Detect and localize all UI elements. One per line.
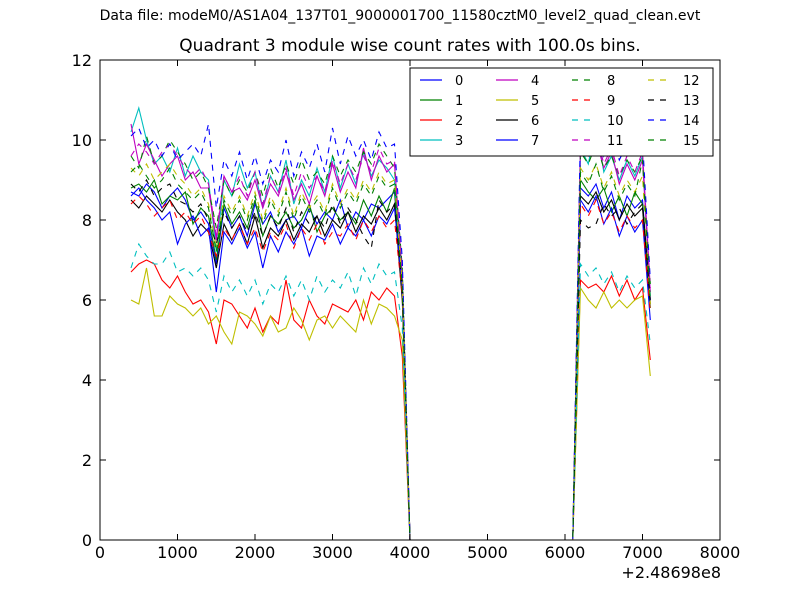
- series-line-2: [130, 259, 651, 541]
- y-tick-label: 8: [82, 211, 92, 230]
- legend-label-0: 0: [455, 74, 463, 89]
- legend-box: [409, 67, 714, 157]
- figure-suptitle: Data file: modeM0/AS1A04_137T01_90000017…: [99, 8, 701, 24]
- y-tick-label: 0: [82, 531, 92, 550]
- series-layer: [130, 105, 651, 541]
- series-line-0: [130, 182, 651, 541]
- series-line-9: [130, 195, 651, 541]
- chart-title: Quadrant 3 module wise count rates with …: [179, 36, 641, 56]
- x-tick-label: 6000: [545, 543, 586, 562]
- legend-label-6: 6: [531, 114, 539, 129]
- x-tick-label: 1000: [157, 543, 198, 562]
- legend-label-11: 11: [607, 134, 624, 149]
- series-line-7: [130, 187, 651, 541]
- series-line-1: [130, 178, 651, 541]
- legend-label-4: 4: [531, 74, 539, 89]
- legend-label-13: 13: [683, 94, 700, 109]
- x-tick-label: 2000: [235, 543, 276, 562]
- series-line-8: [130, 133, 651, 541]
- legend-label-12: 12: [683, 74, 700, 89]
- series-line-3: [130, 105, 651, 541]
- x-tick-label: 7000: [622, 543, 663, 562]
- legend-label-14: 14: [683, 114, 700, 129]
- x-offset-label: +2.48698e8: [621, 563, 721, 582]
- x-tick-label: 3000: [312, 543, 353, 562]
- legend-label-15: 15: [683, 134, 700, 149]
- y-tick-label: 6: [82, 291, 92, 310]
- x-tick-label: 0: [95, 543, 105, 562]
- x-tick-label: 4000: [390, 543, 431, 562]
- series-line-6: [130, 190, 651, 541]
- y-tick-label: 2: [82, 451, 92, 470]
- legend-label-1: 1: [455, 94, 463, 109]
- legend-label-3: 3: [455, 134, 463, 149]
- y-tick-label: 4: [82, 371, 92, 390]
- legend-label-7: 7: [531, 134, 539, 149]
- legend-label-2: 2: [455, 114, 463, 129]
- y-tick-label: 12: [72, 51, 92, 70]
- legend-label-9: 9: [607, 94, 615, 109]
- y-tick-label: 10: [72, 131, 92, 150]
- x-tick-label: 8000: [700, 543, 741, 562]
- series-line-5: [130, 267, 651, 541]
- series-line-12: [130, 162, 651, 541]
- legend-label-10: 10: [607, 114, 624, 129]
- legend-label-5: 5: [531, 94, 539, 109]
- x-tick-label: 5000: [467, 543, 508, 562]
- legend-label-8: 8: [607, 74, 615, 89]
- series-line-10: [130, 242, 651, 541]
- series-line-15: [130, 159, 651, 541]
- axes-ticks: 0 1000 2000 3000 4000 5000 6000 7000 80000246810…: [72, 51, 741, 562]
